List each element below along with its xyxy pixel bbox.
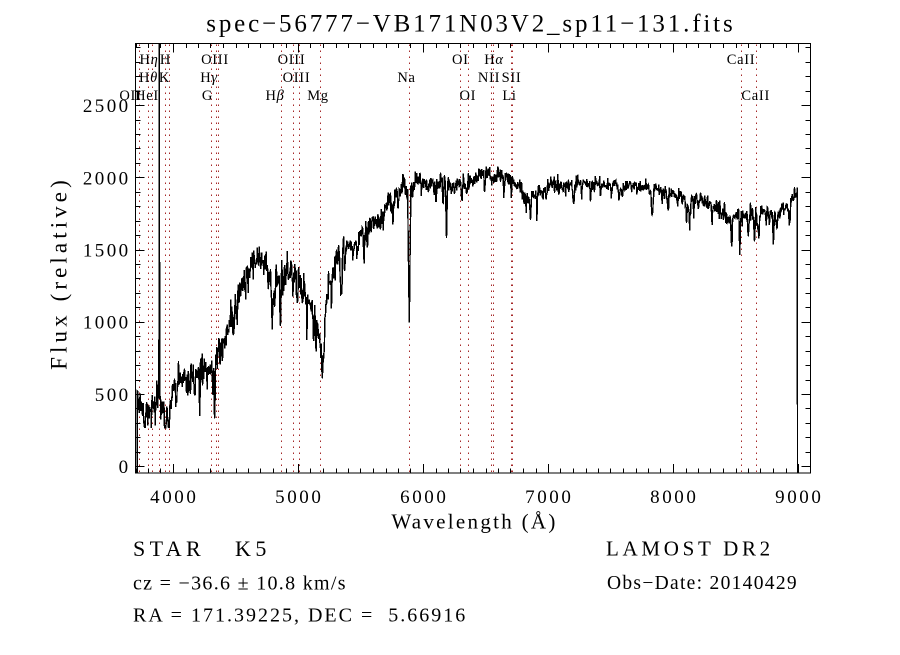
svg-text:LAMOST DR2: LAMOST DR2: [606, 537, 774, 561]
svg-text:Hη: Hη: [139, 52, 158, 68]
svg-text:9000: 9000: [775, 487, 823, 508]
svg-text:OIII: OIII: [201, 52, 229, 68]
svg-text:1500: 1500: [83, 241, 131, 262]
svg-text:STAR: STAR: [133, 536, 205, 561]
svg-text:7000: 7000: [525, 487, 573, 508]
svg-text:2500: 2500: [83, 96, 131, 117]
svg-text:OIII: OIII: [283, 70, 311, 86]
svg-text:G: G: [202, 88, 213, 104]
svg-text:Hα: Hα: [484, 52, 503, 68]
svg-text:Na: Na: [397, 70, 415, 86]
svg-text:H: H: [160, 52, 171, 68]
svg-text:8000: 8000: [650, 487, 698, 508]
svg-text:Hγ: Hγ: [200, 70, 218, 86]
svg-text:RA = 171.39225, DEC = 5.66916: RA = 171.39225, DEC = 5.66916: [133, 605, 467, 627]
svg-text:Wavelength (Å): Wavelength (Å): [391, 510, 557, 534]
svg-text:6000: 6000: [400, 487, 448, 508]
svg-text:Obs−Date: 20140429: Obs−Date: 20140429: [607, 573, 798, 594]
svg-text:Hθ: Hθ: [139, 70, 158, 86]
svg-text:5000: 5000: [275, 487, 323, 508]
svg-text:OI: OI: [459, 88, 476, 104]
svg-text:Li: Li: [502, 88, 516, 104]
svg-text:OIII: OIII: [278, 52, 306, 68]
svg-text:spec−56777−VB171N03V2_sp11−131: spec−56777−VB171N03V2_sp11−131.fits: [206, 10, 735, 37]
svg-text:Mg: Mg: [307, 88, 329, 104]
svg-text:Hβ: Hβ: [265, 88, 284, 104]
svg-text:CaII: CaII: [727, 52, 756, 68]
svg-text:Flux (relative): Flux (relative): [47, 176, 72, 370]
svg-text:K5: K5: [235, 536, 271, 561]
svg-text:OII: OII: [119, 88, 141, 104]
svg-text:K: K: [159, 70, 170, 86]
svg-text:1000: 1000: [83, 313, 131, 334]
svg-text:2000: 2000: [83, 168, 131, 189]
svg-text:SII: SII: [502, 70, 522, 86]
svg-text:4000: 4000: [150, 487, 198, 508]
svg-text:NII: NII: [478, 70, 500, 86]
svg-text:HeI: HeI: [135, 88, 159, 104]
svg-text:0: 0: [119, 457, 131, 478]
svg-text:500: 500: [95, 385, 131, 406]
svg-text:cz = −36.6 ± 10.8 km/s: cz = −36.6 ± 10.8 km/s: [133, 573, 347, 595]
svg-text:OI: OI: [452, 52, 469, 68]
svg-text:CaII: CaII: [741, 88, 770, 104]
